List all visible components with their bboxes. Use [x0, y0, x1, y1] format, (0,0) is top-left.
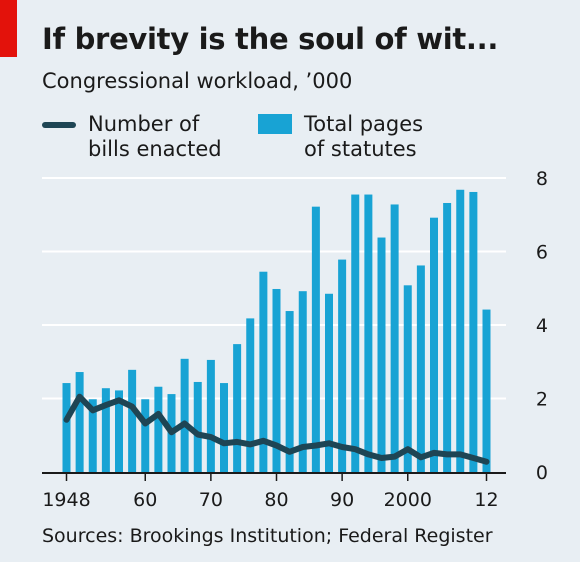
line-point — [210, 436, 212, 438]
line-point — [79, 396, 81, 398]
line-point — [289, 451, 291, 453]
bar — [364, 194, 373, 472]
bar — [272, 288, 281, 472]
line-point — [171, 431, 172, 433]
line-point — [354, 448, 356, 450]
line-point — [131, 406, 133, 408]
bar — [141, 399, 150, 472]
legend-line-swatch — [42, 122, 76, 128]
line-point — [118, 399, 120, 401]
line-point — [184, 422, 186, 424]
line-point — [249, 443, 251, 445]
y-axis-labels: 0 2 4 6 8 — [536, 168, 548, 484]
source-note: Sources: Brookings Institution; Federal … — [42, 525, 493, 547]
bar — [180, 358, 189, 472]
line-point — [367, 453, 369, 455]
x-tick-label: 60 — [133, 489, 157, 511]
line-point — [236, 441, 238, 443]
bar — [403, 285, 412, 472]
line-point — [407, 448, 409, 450]
line-point — [381, 457, 382, 459]
bar — [285, 311, 294, 472]
line-point — [157, 413, 159, 415]
x-tick-label: 80 — [264, 489, 288, 511]
line-point — [197, 434, 199, 436]
bar — [430, 217, 438, 472]
y-tick-label: 4 — [536, 315, 548, 337]
bar — [246, 318, 255, 472]
x-tick-label: 90 — [330, 489, 354, 511]
x-axis: 1948 60 70 80 90 2000 12 — [42, 472, 506, 511]
line-point — [105, 404, 107, 406]
bar — [128, 369, 137, 472]
bar — [259, 271, 268, 472]
line-point — [315, 445, 317, 447]
line-point — [144, 422, 146, 424]
bar — [416, 265, 425, 472]
bar — [298, 291, 307, 472]
line-point — [341, 446, 343, 448]
bar — [377, 237, 386, 472]
line-point — [302, 446, 304, 448]
x-tick-label: 12 — [474, 489, 498, 511]
chart-subtitle: Congressional workload, ’000 — [42, 69, 353, 93]
legend-line-label-1: Number of — [88, 112, 200, 136]
line-point — [92, 409, 94, 411]
line-point — [486, 461, 487, 463]
bar — [325, 293, 333, 472]
legend-bar-label-1: Total pages — [304, 112, 424, 136]
x-tick-label: 1948 — [42, 489, 90, 511]
line-point — [262, 440, 264, 442]
red-corner-tag — [0, 0, 17, 57]
y-tick-label: 0 — [536, 462, 548, 484]
bar — [220, 383, 228, 472]
line-point — [420, 456, 422, 458]
legend-bar-label-2: of statutes — [304, 137, 417, 161]
bar — [482, 309, 491, 472]
bar — [206, 359, 215, 472]
bar — [469, 191, 478, 472]
line-point — [276, 445, 277, 447]
bar — [311, 206, 320, 473]
bar — [115, 390, 123, 472]
legend-line-label-2: bills enacted — [88, 137, 222, 161]
y-tick-label: 8 — [536, 168, 548, 190]
line-point — [328, 442, 330, 444]
bar — [338, 259, 347, 472]
bar — [62, 383, 71, 472]
x-tick-label: 70 — [199, 489, 223, 511]
bar — [193, 381, 202, 472]
line-point — [459, 453, 461, 455]
line-point — [433, 452, 435, 454]
line-point — [223, 442, 225, 444]
line-point — [394, 456, 396, 458]
x-tick-label: 2000 — [384, 489, 432, 511]
bar — [443, 202, 452, 473]
bar — [101, 388, 110, 472]
line-point — [66, 419, 67, 421]
bar — [75, 372, 84, 472]
y-tick-label: 2 — [536, 389, 548, 411]
bar — [351, 194, 360, 472]
line-point — [446, 453, 448, 455]
y-tick-label: 6 — [536, 242, 548, 264]
chart-title: If brevity is the soul of wit... — [42, 22, 499, 56]
bar — [88, 399, 97, 472]
bar — [154, 386, 163, 472]
bar — [390, 204, 399, 472]
bar — [456, 189, 465, 472]
line-point — [472, 457, 474, 459]
line-series — [63, 393, 490, 465]
bar-series — [62, 189, 491, 473]
bar — [233, 344, 242, 472]
legend-bar-swatch — [258, 114, 292, 134]
